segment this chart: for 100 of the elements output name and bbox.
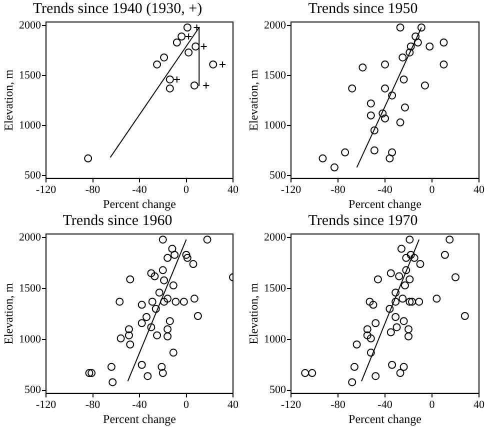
point	[152, 304, 160, 313]
point	[366, 99, 375, 108]
y-tick-label: 1000	[19, 119, 42, 132]
point	[200, 42, 208, 50]
x-tick-label: 40	[474, 184, 485, 196]
point	[386, 328, 395, 336]
point	[308, 369, 316, 378]
point	[107, 362, 116, 371]
x-tick-label: -80	[85, 398, 101, 411]
point	[166, 317, 174, 326]
x-axis-title: Percent change	[103, 412, 176, 426]
y-tick-label: 1000	[264, 333, 286, 346]
point	[392, 298, 400, 306]
x-tick-label: 0	[429, 184, 436, 196]
point	[398, 294, 407, 303]
y-tick-label: 1500	[19, 282, 42, 294]
point	[366, 111, 375, 120]
point	[164, 332, 172, 340]
point	[372, 372, 380, 380]
point	[381, 84, 389, 92]
x-tick-label: 40	[474, 398, 485, 411]
point	[183, 23, 192, 32]
y-axis-title: Elevation, m	[1, 68, 16, 131]
point	[406, 275, 414, 284]
point	[386, 154, 394, 162]
point	[190, 81, 198, 90]
point	[88, 369, 96, 378]
point	[158, 369, 167, 378]
point	[406, 42, 415, 50]
point	[426, 42, 434, 50]
point	[192, 42, 200, 50]
point	[170, 250, 179, 259]
point	[388, 148, 396, 156]
y-tick-label: 2000	[264, 231, 286, 244]
x-tick-label: 40	[228, 184, 239, 196]
point	[194, 312, 202, 320]
point	[116, 298, 124, 306]
point	[408, 298, 416, 306]
point	[150, 272, 159, 280]
point	[420, 81, 429, 90]
point	[412, 32, 420, 40]
point	[160, 276, 168, 284]
point	[374, 275, 382, 284]
point	[350, 362, 358, 371]
chart-title: Trends since 1950	[308, 0, 418, 17]
point	[166, 75, 174, 84]
y-tick-label: 1500	[19, 69, 42, 82]
point	[202, 82, 210, 89]
point	[209, 60, 218, 68]
x-tick-label: -120	[280, 398, 302, 411]
point	[193, 24, 200, 31]
point	[378, 109, 387, 118]
point	[386, 304, 394, 313]
y-tick-label: 500	[24, 384, 42, 396]
x-axis-title: Percent change	[103, 196, 176, 211]
point	[402, 266, 410, 274]
point	[370, 146, 378, 154]
point	[124, 331, 133, 340]
point	[402, 254, 410, 262]
y-tick-label: 2000	[264, 19, 286, 32]
point	[388, 91, 396, 100]
point	[172, 298, 180, 306]
x-tick-label: 40	[228, 398, 239, 411]
point	[116, 334, 125, 342]
point	[406, 48, 414, 56]
x-tick-label: -40	[132, 184, 148, 196]
point	[126, 340, 134, 349]
point	[158, 266, 167, 274]
x-tick-label: 0	[184, 184, 190, 196]
point	[363, 325, 372, 334]
point	[182, 250, 190, 259]
y-axis-title: Elevation, m	[246, 68, 260, 131]
point	[164, 325, 172, 334]
point	[138, 319, 146, 328]
point	[363, 331, 372, 340]
point	[164, 254, 172, 262]
point	[452, 273, 460, 282]
point	[147, 269, 156, 278]
x-tick-label: -120	[36, 398, 57, 411]
point	[460, 312, 469, 320]
chart-title: Trends since 1940 (1930, +)	[32, 0, 202, 17]
point	[153, 331, 162, 340]
point	[124, 325, 133, 334]
point	[396, 23, 404, 32]
x-tick-label: -120	[36, 184, 57, 196]
x-axis-title: Percent change	[348, 196, 422, 211]
point	[440, 250, 449, 259]
point	[446, 236, 454, 244]
point	[400, 281, 409, 290]
point	[392, 288, 400, 297]
point	[341, 148, 350, 156]
point	[158, 236, 167, 244]
y-tick-label: 500	[270, 169, 286, 182]
point	[184, 48, 193, 56]
point	[366, 348, 375, 357]
point	[190, 294, 198, 303]
x-tick-label: -40	[378, 398, 393, 411]
point	[318, 154, 327, 162]
point	[392, 323, 401, 332]
point	[388, 360, 396, 369]
